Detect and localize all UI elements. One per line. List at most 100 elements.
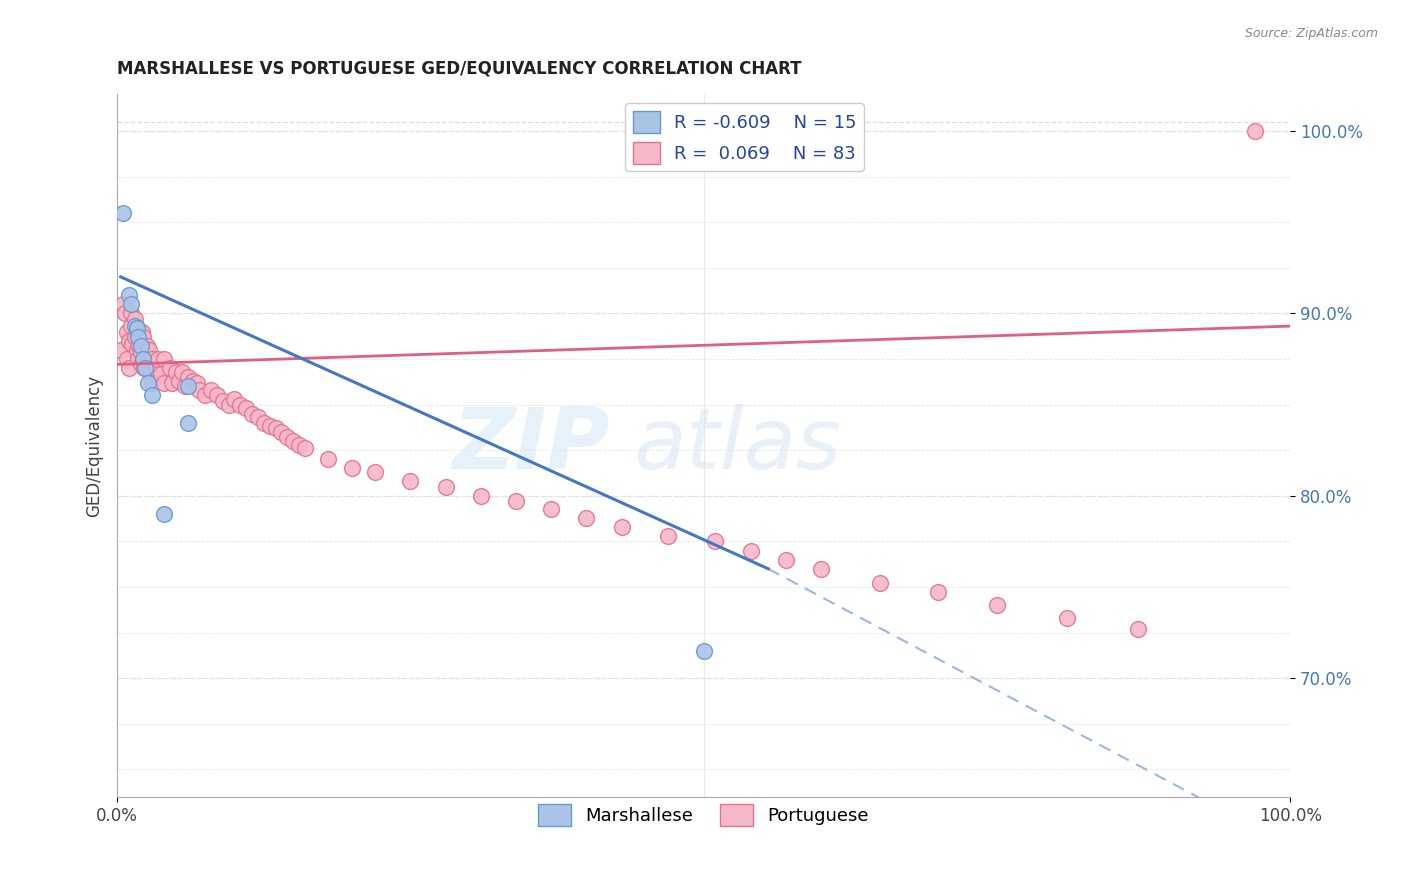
- Point: [120, 319, 142, 334]
- Point: [186, 376, 208, 390]
- Point: [540, 501, 562, 516]
- Point: [1126, 622, 1149, 636]
- Point: [229, 398, 252, 412]
- Point: [183, 374, 205, 388]
- Point: [399, 474, 422, 488]
- Point: [127, 321, 149, 335]
- Point: [986, 599, 1008, 613]
- Point: [129, 339, 152, 353]
- Point: [129, 358, 152, 372]
- Point: [121, 337, 143, 351]
- Point: [132, 353, 155, 368]
- Point: [148, 351, 170, 366]
- Point: [318, 452, 340, 467]
- Point: [127, 351, 149, 366]
- Point: [657, 529, 679, 543]
- Point: [470, 489, 492, 503]
- Point: [115, 325, 138, 339]
- Point: [211, 393, 233, 408]
- Point: [270, 425, 292, 439]
- Point: [141, 388, 163, 402]
- Point: [110, 343, 132, 357]
- Point: [120, 306, 142, 320]
- Text: Source: ZipAtlas.com: Source: ZipAtlas.com: [1244, 27, 1378, 40]
- Point: [145, 361, 167, 376]
- Point: [434, 480, 457, 494]
- Point: [927, 585, 949, 599]
- Point: [141, 376, 163, 390]
- Point: [136, 376, 159, 390]
- Point: [340, 461, 363, 475]
- Point: [253, 416, 276, 430]
- Point: [118, 288, 141, 302]
- Point: [169, 374, 191, 388]
- Y-axis label: GED/Equivalency: GED/Equivalency: [86, 375, 103, 516]
- Point: [170, 365, 193, 379]
- Point: [294, 442, 316, 456]
- Point: [176, 379, 198, 393]
- Point: [124, 311, 146, 326]
- Point: [124, 319, 146, 334]
- Point: [118, 361, 141, 376]
- Point: [174, 379, 197, 393]
- Point: [775, 552, 797, 566]
- Point: [240, 407, 263, 421]
- Point: [575, 510, 598, 524]
- Point: [176, 370, 198, 384]
- Point: [235, 401, 257, 416]
- Point: [115, 351, 138, 366]
- Point: [124, 330, 146, 344]
- Point: [141, 351, 163, 366]
- Point: [162, 376, 184, 390]
- Point: [132, 330, 155, 344]
- Point: [131, 325, 153, 339]
- Point: [610, 520, 633, 534]
- Point: [153, 376, 176, 390]
- Point: [218, 398, 240, 412]
- Point: [194, 388, 217, 402]
- Point: [364, 465, 387, 479]
- Point: [127, 330, 149, 344]
- Point: [135, 339, 157, 353]
- Text: ZIP: ZIP: [453, 404, 610, 487]
- Point: [149, 367, 172, 381]
- Point: [127, 321, 149, 335]
- Point: [153, 351, 176, 366]
- Point: [165, 365, 187, 379]
- Text: atlas: atlas: [633, 404, 841, 487]
- Text: MARSHALLESE VS PORTUGUESE GED/EQUIVALENCY CORRELATION CHART: MARSHALLESE VS PORTUGUESE GED/EQUIVALENC…: [117, 60, 801, 78]
- Point: [114, 306, 136, 320]
- Point: [505, 494, 527, 508]
- Point: [692, 644, 714, 658]
- Point: [810, 562, 832, 576]
- Point: [139, 365, 162, 379]
- Point: [153, 507, 176, 521]
- Point: [118, 334, 141, 348]
- Point: [869, 576, 891, 591]
- Point: [135, 351, 157, 366]
- Point: [112, 206, 135, 220]
- Point: [188, 383, 211, 397]
- Point: [129, 344, 152, 359]
- Point: [176, 416, 198, 430]
- Point: [200, 383, 222, 397]
- Point: [1056, 611, 1078, 625]
- Point: [205, 388, 228, 402]
- Legend: Marshallese, Portuguese: Marshallese, Portuguese: [531, 797, 876, 833]
- Point: [132, 351, 155, 366]
- Point: [120, 297, 142, 311]
- Point: [740, 543, 762, 558]
- Point: [127, 328, 149, 343]
- Point: [134, 361, 156, 376]
- Point: [276, 430, 298, 444]
- Point: [224, 392, 246, 406]
- Point: [246, 410, 269, 425]
- Point: [134, 361, 156, 376]
- Point: [138, 343, 160, 357]
- Point: [112, 297, 135, 311]
- Point: [127, 343, 149, 357]
- Point: [159, 361, 181, 376]
- Point: [281, 434, 304, 448]
- Point: [128, 339, 150, 353]
- Point: [264, 421, 287, 435]
